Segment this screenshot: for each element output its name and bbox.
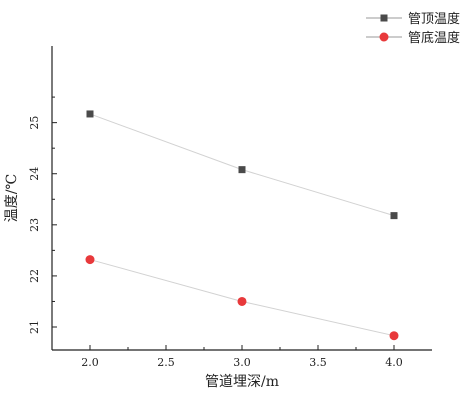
data-point-s0-1 (238, 166, 246, 174)
series-line-0 (89, 113, 395, 217)
y-tick-label: 25 (28, 116, 41, 130)
x-axis-ticks: 2.0 2.5 3.0 3.5 4.0 (81, 345, 403, 369)
y-tick-label: 24 (28, 167, 41, 181)
legend-label-0: 管顶温度 (408, 11, 460, 27)
legend-marker-0 (380, 14, 388, 22)
y-tick-label: 21 (28, 320, 41, 334)
data-point-s1-0 (85, 255, 95, 265)
legend-marker-1 (379, 32, 389, 42)
x-axis-label: 管道埋深/m (205, 374, 279, 390)
x-tick-label: 2.5 (157, 356, 175, 369)
series-markers (85, 110, 399, 341)
data-point-s0-0 (86, 110, 94, 118)
y-axis-ticks: 21 22 23 24 25 (28, 96, 57, 334)
x-tick-label: 3.5 (309, 356, 327, 369)
legend-label-1: 管底温度 (408, 30, 460, 46)
x-tick-label: 2.0 (81, 356, 99, 369)
x-tick-label: 4.0 (385, 356, 403, 369)
y-tick-label: 23 (28, 218, 41, 232)
y-tick-label: 22 (28, 269, 41, 283)
y-axis-label: 温度/℃ (4, 174, 20, 222)
data-point-s1-1 (237, 296, 247, 306)
data-point-s0-2 (390, 212, 398, 220)
x-tick-label: 3.0 (233, 356, 251, 369)
data-point-s1-2 (389, 331, 399, 341)
